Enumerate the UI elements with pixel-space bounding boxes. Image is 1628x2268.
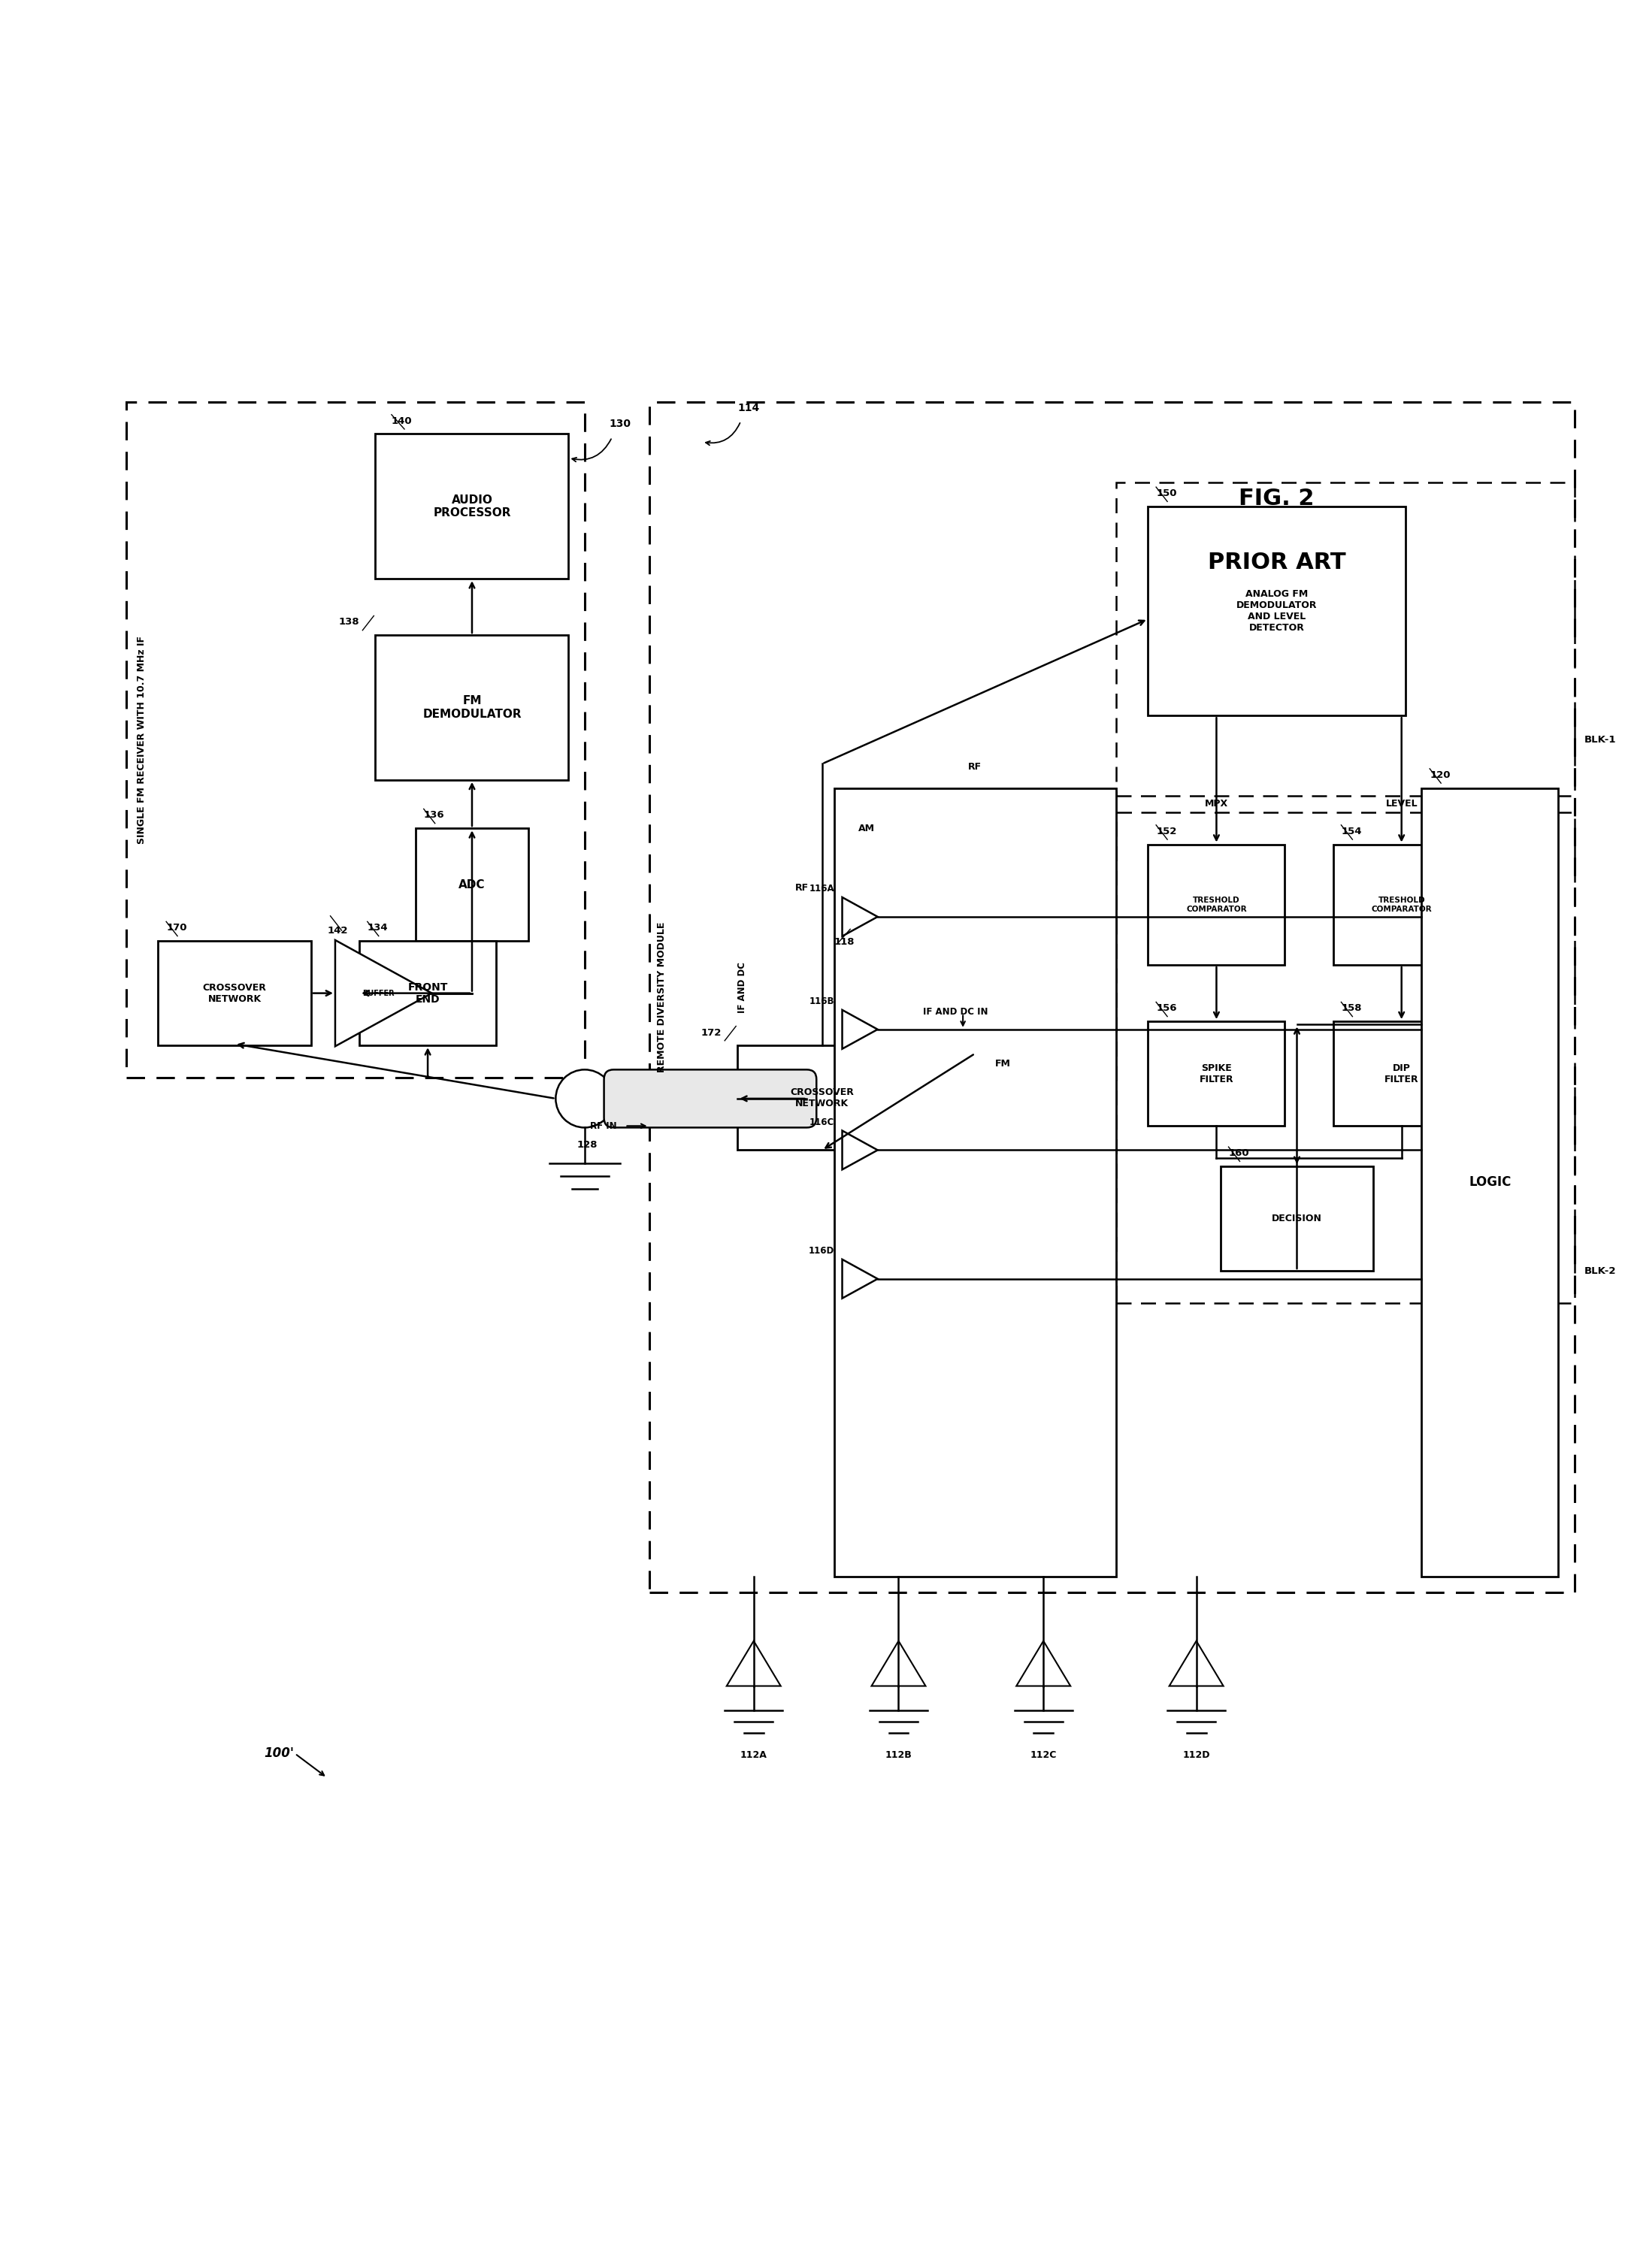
Text: ANALOG FM
DEMODULATOR
AND LEVEL
DETECTOR: ANALOG FM DEMODULATOR AND LEVEL DETECTOR: [1236, 590, 1317, 633]
Text: BLK-2: BLK-2: [1584, 1266, 1617, 1275]
Bar: [1421, 787, 1558, 1576]
Bar: [1115, 812, 1574, 1304]
Polygon shape: [1169, 1642, 1223, 1685]
Text: CROSSOVER
NETWORK: CROSSOVER NETWORK: [204, 982, 267, 1005]
Text: 138: 138: [339, 617, 360, 626]
Text: 134: 134: [368, 923, 387, 932]
Polygon shape: [871, 1642, 926, 1685]
Text: LEVEL: LEVEL: [1385, 798, 1418, 810]
Text: 112A: 112A: [741, 1751, 767, 1760]
Text: FIG. 2: FIG. 2: [1239, 488, 1314, 510]
Bar: [737, 1046, 907, 1150]
Polygon shape: [726, 1642, 781, 1685]
Text: 136: 136: [423, 810, 444, 821]
Text: 152: 152: [1156, 826, 1177, 837]
Text: FRONT
END: FRONT END: [407, 982, 448, 1005]
Text: SINGLE FM RECEIVER WITH 10.7 MHz IF: SINGLE FM RECEIVER WITH 10.7 MHz IF: [137, 635, 147, 844]
Text: 118: 118: [834, 937, 855, 946]
Text: 158: 158: [1341, 1002, 1363, 1014]
Text: ADC: ADC: [459, 880, 485, 891]
Text: AM: AM: [858, 823, 874, 832]
Bar: [650, 401, 1574, 1592]
Text: MPX: MPX: [1205, 798, 1228, 810]
Text: REMOTE DIVERSITY MODULE: REMOTE DIVERSITY MODULE: [658, 921, 667, 1073]
Text: SPIKE
FILTER: SPIKE FILTER: [1200, 1064, 1234, 1084]
Bar: [158, 941, 311, 1046]
Text: 116A: 116A: [809, 885, 834, 894]
Text: BLK-1: BLK-1: [1584, 735, 1617, 744]
Bar: [1148, 506, 1405, 717]
Text: 140: 140: [391, 415, 412, 426]
Polygon shape: [842, 898, 877, 937]
Text: FM
DEMODULATOR: FM DEMODULATOR: [423, 696, 521, 719]
Bar: [360, 941, 497, 1046]
Text: LOGIC: LOGIC: [1468, 1175, 1511, 1188]
Text: 116C: 116C: [809, 1118, 834, 1127]
Text: 142: 142: [327, 925, 348, 934]
Text: CROSSOVER
NETWORK: CROSSOVER NETWORK: [790, 1086, 855, 1109]
Text: FM: FM: [995, 1059, 1011, 1068]
Text: BUFFER: BUFFER: [363, 989, 394, 998]
Text: 170: 170: [166, 923, 187, 932]
Text: DIP
FILTER: DIP FILTER: [1384, 1064, 1418, 1084]
Polygon shape: [1016, 1642, 1071, 1685]
Bar: [415, 828, 529, 941]
Text: PRIOR ART: PRIOR ART: [1208, 551, 1346, 574]
Bar: [1221, 1166, 1374, 1270]
Text: RF: RF: [794, 882, 809, 894]
Text: IF AND DC: IF AND DC: [737, 962, 747, 1014]
Text: 150: 150: [1156, 488, 1177, 499]
Polygon shape: [842, 1259, 877, 1297]
Text: 116D: 116D: [809, 1245, 834, 1256]
Bar: [125, 401, 584, 1077]
Text: RF IN: RF IN: [589, 1120, 617, 1132]
Text: TRESHOLD
COMPARATOR: TRESHOLD COMPARATOR: [1371, 896, 1433, 912]
Text: 154: 154: [1341, 826, 1363, 837]
Text: 112D: 112D: [1182, 1751, 1210, 1760]
Polygon shape: [335, 939, 431, 1046]
Bar: [1333, 844, 1470, 964]
Polygon shape: [842, 1132, 877, 1170]
Text: 112C: 112C: [1031, 1751, 1057, 1760]
Text: 100': 100': [264, 1746, 295, 1760]
Text: 128: 128: [576, 1141, 597, 1150]
Text: TRESHOLD
COMPARATOR: TRESHOLD COMPARATOR: [1187, 896, 1247, 912]
FancyBboxPatch shape: [604, 1070, 817, 1127]
Text: 172: 172: [702, 1027, 721, 1036]
Text: 160: 160: [1229, 1148, 1249, 1159]
Text: 112B: 112B: [886, 1751, 912, 1760]
Bar: [376, 433, 568, 578]
Text: 114: 114: [737, 401, 760, 413]
Text: 130: 130: [609, 420, 630, 429]
Bar: [1148, 844, 1284, 964]
Text: 116B: 116B: [809, 996, 834, 1007]
Polygon shape: [842, 1009, 877, 1048]
Bar: [834, 787, 1115, 1576]
Text: AUDIO
PROCESSOR: AUDIO PROCESSOR: [433, 494, 511, 519]
Text: IF AND DC IN: IF AND DC IN: [923, 1007, 988, 1016]
Text: RF: RF: [969, 762, 982, 771]
Text: 120: 120: [1429, 771, 1451, 780]
Bar: [1333, 1021, 1470, 1125]
Text: 156: 156: [1156, 1002, 1177, 1014]
Circle shape: [555, 1070, 614, 1127]
Bar: [1148, 1021, 1284, 1125]
Bar: [1115, 483, 1574, 796]
Bar: [376, 635, 568, 780]
Text: DECISION: DECISION: [1271, 1213, 1322, 1222]
